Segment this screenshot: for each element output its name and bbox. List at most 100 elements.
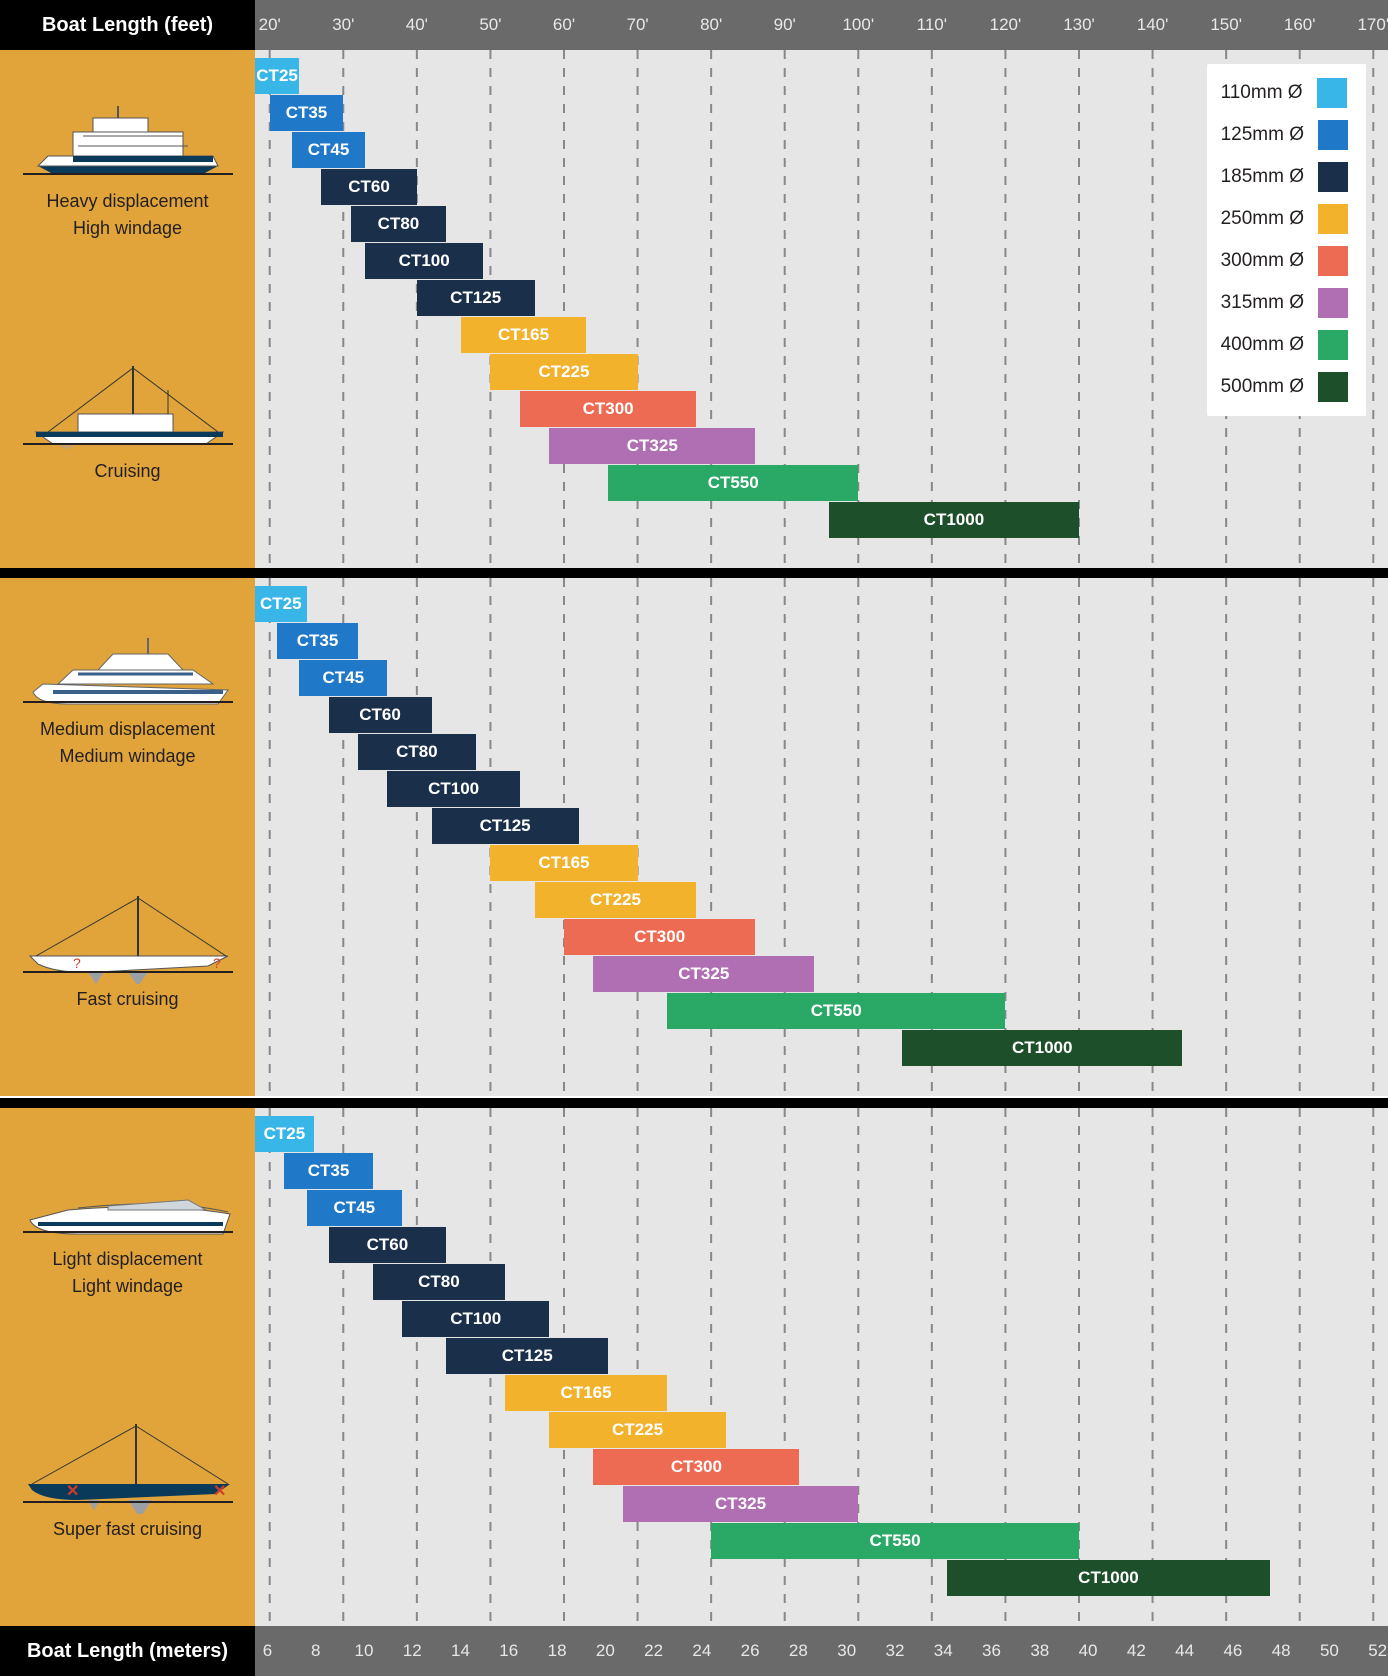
tick-feet: 40' [406,15,428,35]
panel-side: Medium displacement Medium windage ? ? Fa… [0,578,255,1096]
header-row: Boat Length (feet)20'30'40'50'60'70'80'9… [0,0,1388,50]
bar-ct550: CT550 [711,1523,1079,1559]
bar-label: CT35 [297,631,339,651]
bar-label: CT45 [322,668,364,688]
axis-feet-label: Boat Length (feet) [0,0,255,50]
bar-label: CT165 [498,325,549,345]
tick-feet: 160' [1284,15,1316,35]
bar-ct60: CT60 [329,697,432,733]
bar-label: CT300 [671,1457,722,1477]
bar-ct125: CT125 [432,808,579,844]
category-label: Heavy displacement [46,190,208,213]
bar-ct125: CT125 [446,1338,608,1374]
bar-ct325: CT325 [623,1486,858,1522]
bar-ct80: CT80 [373,1264,505,1300]
axis-feet-strip: 20'30'40'50'60'70'80'90'100'110'120'130'… [255,0,1388,50]
legend-swatch [1318,120,1348,150]
bar-ct300: CT300 [520,391,697,427]
tick-meters: 52 [1368,1641,1387,1661]
category-label: Medium windage [59,745,195,768]
tick-meters: 8 [311,1641,320,1661]
tick-meters: 30 [837,1641,856,1661]
bar-ct35: CT35 [277,623,358,659]
bar-ct25: CT25 [255,1116,314,1152]
bar-ct225: CT225 [549,1412,726,1448]
svg-text:?: ? [213,955,221,971]
bar-ct35: CT35 [270,95,344,131]
tick-feet: 100' [842,15,874,35]
bar-ct1000: CT1000 [902,1030,1182,1066]
bar-ct1000: CT1000 [947,1560,1271,1596]
tick-feet: 140' [1137,15,1169,35]
category-label: High windage [73,217,182,240]
legend-swatch [1318,204,1348,234]
tick-meters: 40 [1079,1641,1098,1661]
bar-ct165: CT165 [490,845,637,881]
panel-divider [0,568,1388,578]
bar-ct25: CT25 [255,58,299,94]
bar-label: CT225 [538,362,589,382]
legend-label: 315mm Ø [1221,292,1304,314]
plot-area: CT25CT35CT45CT60CT80CT100CT125CT165CT225… [255,1108,1388,1626]
bar-ct300: CT300 [564,919,755,955]
bar-label: CT35 [286,103,328,123]
legend-label: 400mm Ø [1221,334,1304,356]
bar-label: CT25 [264,1124,306,1144]
legend-swatch [1318,330,1348,360]
plot-area: CT25CT35CT45CT60CT80CT100CT125CT165CT225… [255,578,1388,1096]
thruster-sizing-chart: Boat Length (feet)20'30'40'50'60'70'80'9… [0,0,1388,1676]
bar-ct100: CT100 [365,243,483,279]
bar-ct125: CT125 [417,280,535,316]
axis-meters-label: Boat Length (meters) [0,1626,255,1676]
category-block: Heavy displacement High windage [0,96,255,239]
bar-ct1000: CT1000 [829,502,1079,538]
panel-light: Light displacementLight windage ✕ ✕ Supe… [0,1108,1388,1626]
panel-side: Light displacementLight windage ✕ ✕ Supe… [0,1108,255,1626]
legend-item: 500mm Ø [1221,372,1348,402]
bar-label: CT80 [418,1272,460,1292]
tick-meters: 14 [451,1641,470,1661]
panel-heavy: Heavy displacementHigh windage CruisingC… [0,50,1388,568]
tick-feet: 50' [479,15,501,35]
tick-feet: 70' [626,15,648,35]
bar-ct80: CT80 [351,206,447,242]
tick-meters: 48 [1272,1641,1291,1661]
tick-feet: 20' [259,15,281,35]
category-label: Medium displacement [40,718,215,741]
legend-item: 300mm Ø [1221,246,1348,276]
bar-label: CT165 [561,1383,612,1403]
category-label: Fast cruising [76,988,178,1011]
bar-label: CT300 [634,927,685,947]
bar-ct550: CT550 [608,465,858,501]
legend-item: 110mm Ø [1221,78,1348,108]
bar-label: CT45 [334,1198,376,1218]
bar-ct300: CT300 [593,1449,799,1485]
bar-label: CT125 [480,816,531,836]
category-label: Super fast cruising [53,1518,202,1541]
bar-label: CT325 [678,964,729,984]
legend-label: 300mm Ø [1221,250,1304,272]
bar-ct225: CT225 [490,354,637,390]
tick-feet: 110' [917,15,947,35]
bar-label: CT225 [612,1420,663,1440]
svg-text:?: ? [73,955,81,971]
legend-label: 500mm Ø [1221,376,1304,398]
bar-label: CT80 [378,214,420,234]
bar-ct45: CT45 [299,660,387,696]
tick-meters: 36 [982,1641,1001,1661]
bar-ct325: CT325 [593,956,814,992]
footer-row: Boat Length (meters)68101214161820222426… [0,1626,1388,1676]
category-block: ? ? Fast cruising [0,894,255,1011]
bar-label: CT45 [308,140,350,160]
panel-side: Heavy displacementHigh windage Cruising [0,50,255,568]
bar-label: CT100 [428,779,479,799]
tick-meters: 44 [1175,1641,1194,1661]
bar-label: CT550 [870,1531,921,1551]
bar-ct35: CT35 [284,1153,372,1189]
bar-label: CT300 [583,399,634,419]
bar-ct80: CT80 [358,734,476,770]
category-label: Light displacement [52,1248,202,1271]
bar-ct325: CT325 [549,428,755,464]
bar-label: CT35 [308,1161,350,1181]
bar-label: CT100 [450,1309,501,1329]
